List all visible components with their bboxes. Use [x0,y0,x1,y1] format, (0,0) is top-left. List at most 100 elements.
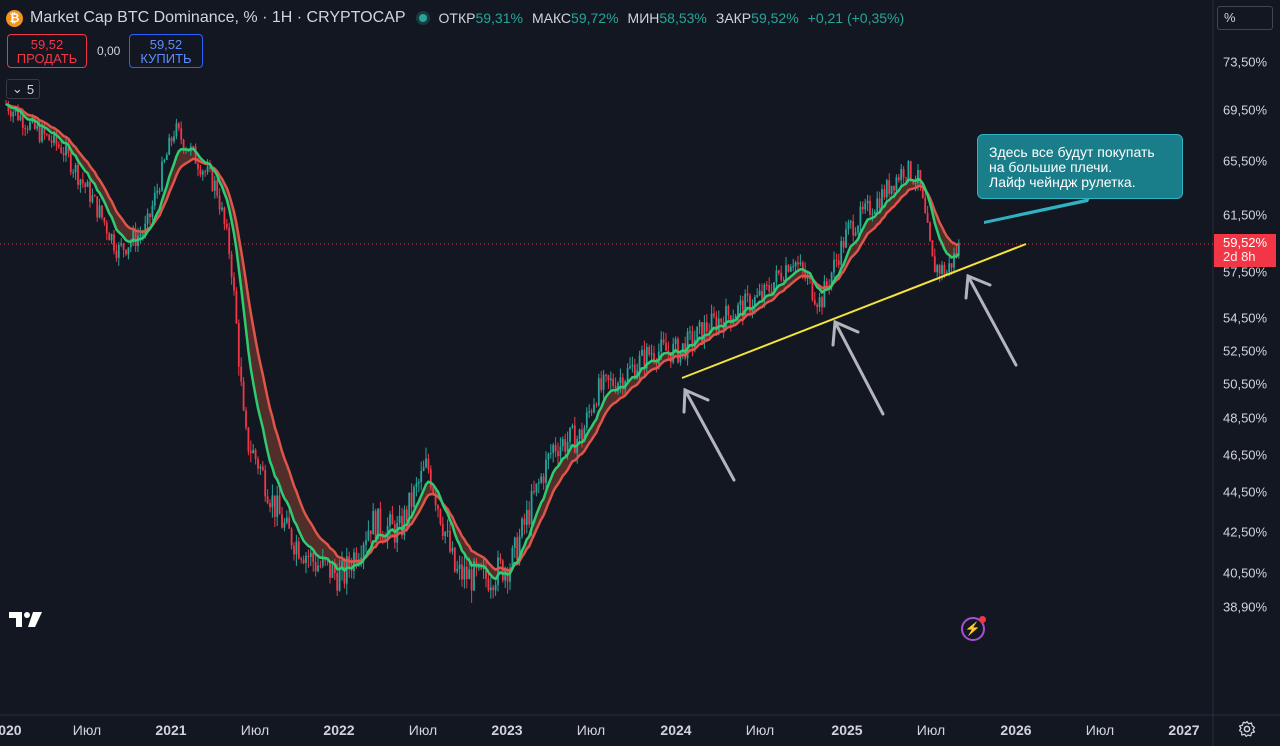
candle-body [852,221,855,236]
candle-body [50,140,53,143]
candle-body [713,313,715,317]
candle-body [725,305,727,331]
callout-pointer [984,198,1090,224]
candle-body [600,378,603,390]
candle-body [437,505,439,510]
candle-body [7,104,10,112]
arrow-touch-2[interactable] [831,319,885,416]
candle-body [926,212,929,223]
text-note[interactable]: Здесь все будут покупать на большие плеч… [977,134,1183,199]
candle-body [830,272,833,287]
candle-body [93,195,96,197]
candle-body [67,144,70,154]
candle-body [533,491,535,493]
candle-body [79,179,82,185]
candle-body [763,284,766,300]
candle-body [650,353,653,355]
price-axis-label: 73,50% [1223,54,1268,70]
candle-body [605,374,607,376]
scale-mode-button[interactable]: % [1217,6,1273,30]
gear-icon[interactable] [1238,720,1256,738]
candle-body [235,290,238,324]
candle-body [413,487,415,507]
note-line: Здесь все будут покупать [989,144,1155,160]
candle-body [194,146,197,164]
candle-body [355,552,358,565]
candle-body [84,183,87,187]
candle-body [110,234,113,241]
arrow-touch-1[interactable] [682,387,736,482]
candle-body [377,508,379,540]
candle-body [581,429,583,442]
candle-body [602,374,605,390]
candle-body [165,154,168,160]
candle-body [914,183,917,185]
candle-body [288,517,291,529]
buy-button[interactable]: 59,52 КУПИТЬ [129,34,203,68]
candle-body [218,195,221,210]
candle-body [249,451,252,454]
candle-body [552,444,555,454]
sell-button[interactable]: 59,52 ПРОДАТЬ [7,34,87,68]
candle-body [170,137,173,142]
candle-body [341,561,343,569]
candle-body [458,564,461,569]
candle-body [761,290,763,300]
candle-body [429,469,432,488]
price-change: +0,21 (+0,35%) [807,10,905,26]
candle-body [269,503,271,508]
candle-body [696,326,699,340]
candle-body [74,164,77,173]
candle-body [201,171,204,175]
candle-body [547,453,550,460]
candle-body [564,439,567,452]
candle-body [648,346,651,355]
candle-body [854,232,857,236]
candle-body [463,566,466,580]
time-axis-label: Июл [240,722,270,738]
candle-body [396,523,399,543]
ema-fast-line[interactable] [5,103,960,581]
current-price-value: 59,52% [1223,235,1268,250]
indicators-collapse-button[interactable]: ⌄ 5 [6,79,40,99]
candle-body [511,547,514,569]
candle-body [283,522,286,528]
candle-body [29,121,31,130]
candle-body [101,205,103,218]
candle-body [149,213,151,217]
candle-body [456,568,459,572]
candle-body [859,206,862,226]
candle-body [468,569,471,580]
time-axis-label: Июл [916,722,946,738]
candle-body [307,555,310,557]
candle-body [389,514,391,526]
candle-body [643,349,646,369]
candle-body [72,172,75,174]
candle-body [597,378,600,405]
trend-line[interactable] [681,243,1027,379]
symbol-title[interactable]: Market Cap BTC Dominance, % · 1H · CRYPT… [30,9,406,26]
candle-body [717,318,720,331]
market-status-icon[interactable] [415,11,430,25]
candle-body [521,518,523,537]
sell-price: 59,52 [30,37,64,52]
candle-body [62,152,65,156]
candle-body [864,203,867,210]
tradingview-logo-icon[interactable] [9,610,43,628]
candle-body [583,427,586,442]
candle-body [578,429,581,439]
arrow-touch-3[interactable] [964,273,1018,367]
candle-body [141,233,144,235]
lightning-alert-icon[interactable]: ⚡ [961,616,986,641]
candle-body [811,279,814,300]
candle-body [273,495,276,517]
candle-body [607,375,610,381]
candle-body [818,297,821,307]
time-axis-label: 2021 [155,722,187,738]
candle-body [674,338,677,344]
ema-slow-line[interactable] [5,102,959,572]
candle-body [528,509,531,525]
candle-body [276,495,279,517]
candle-body [461,564,463,580]
